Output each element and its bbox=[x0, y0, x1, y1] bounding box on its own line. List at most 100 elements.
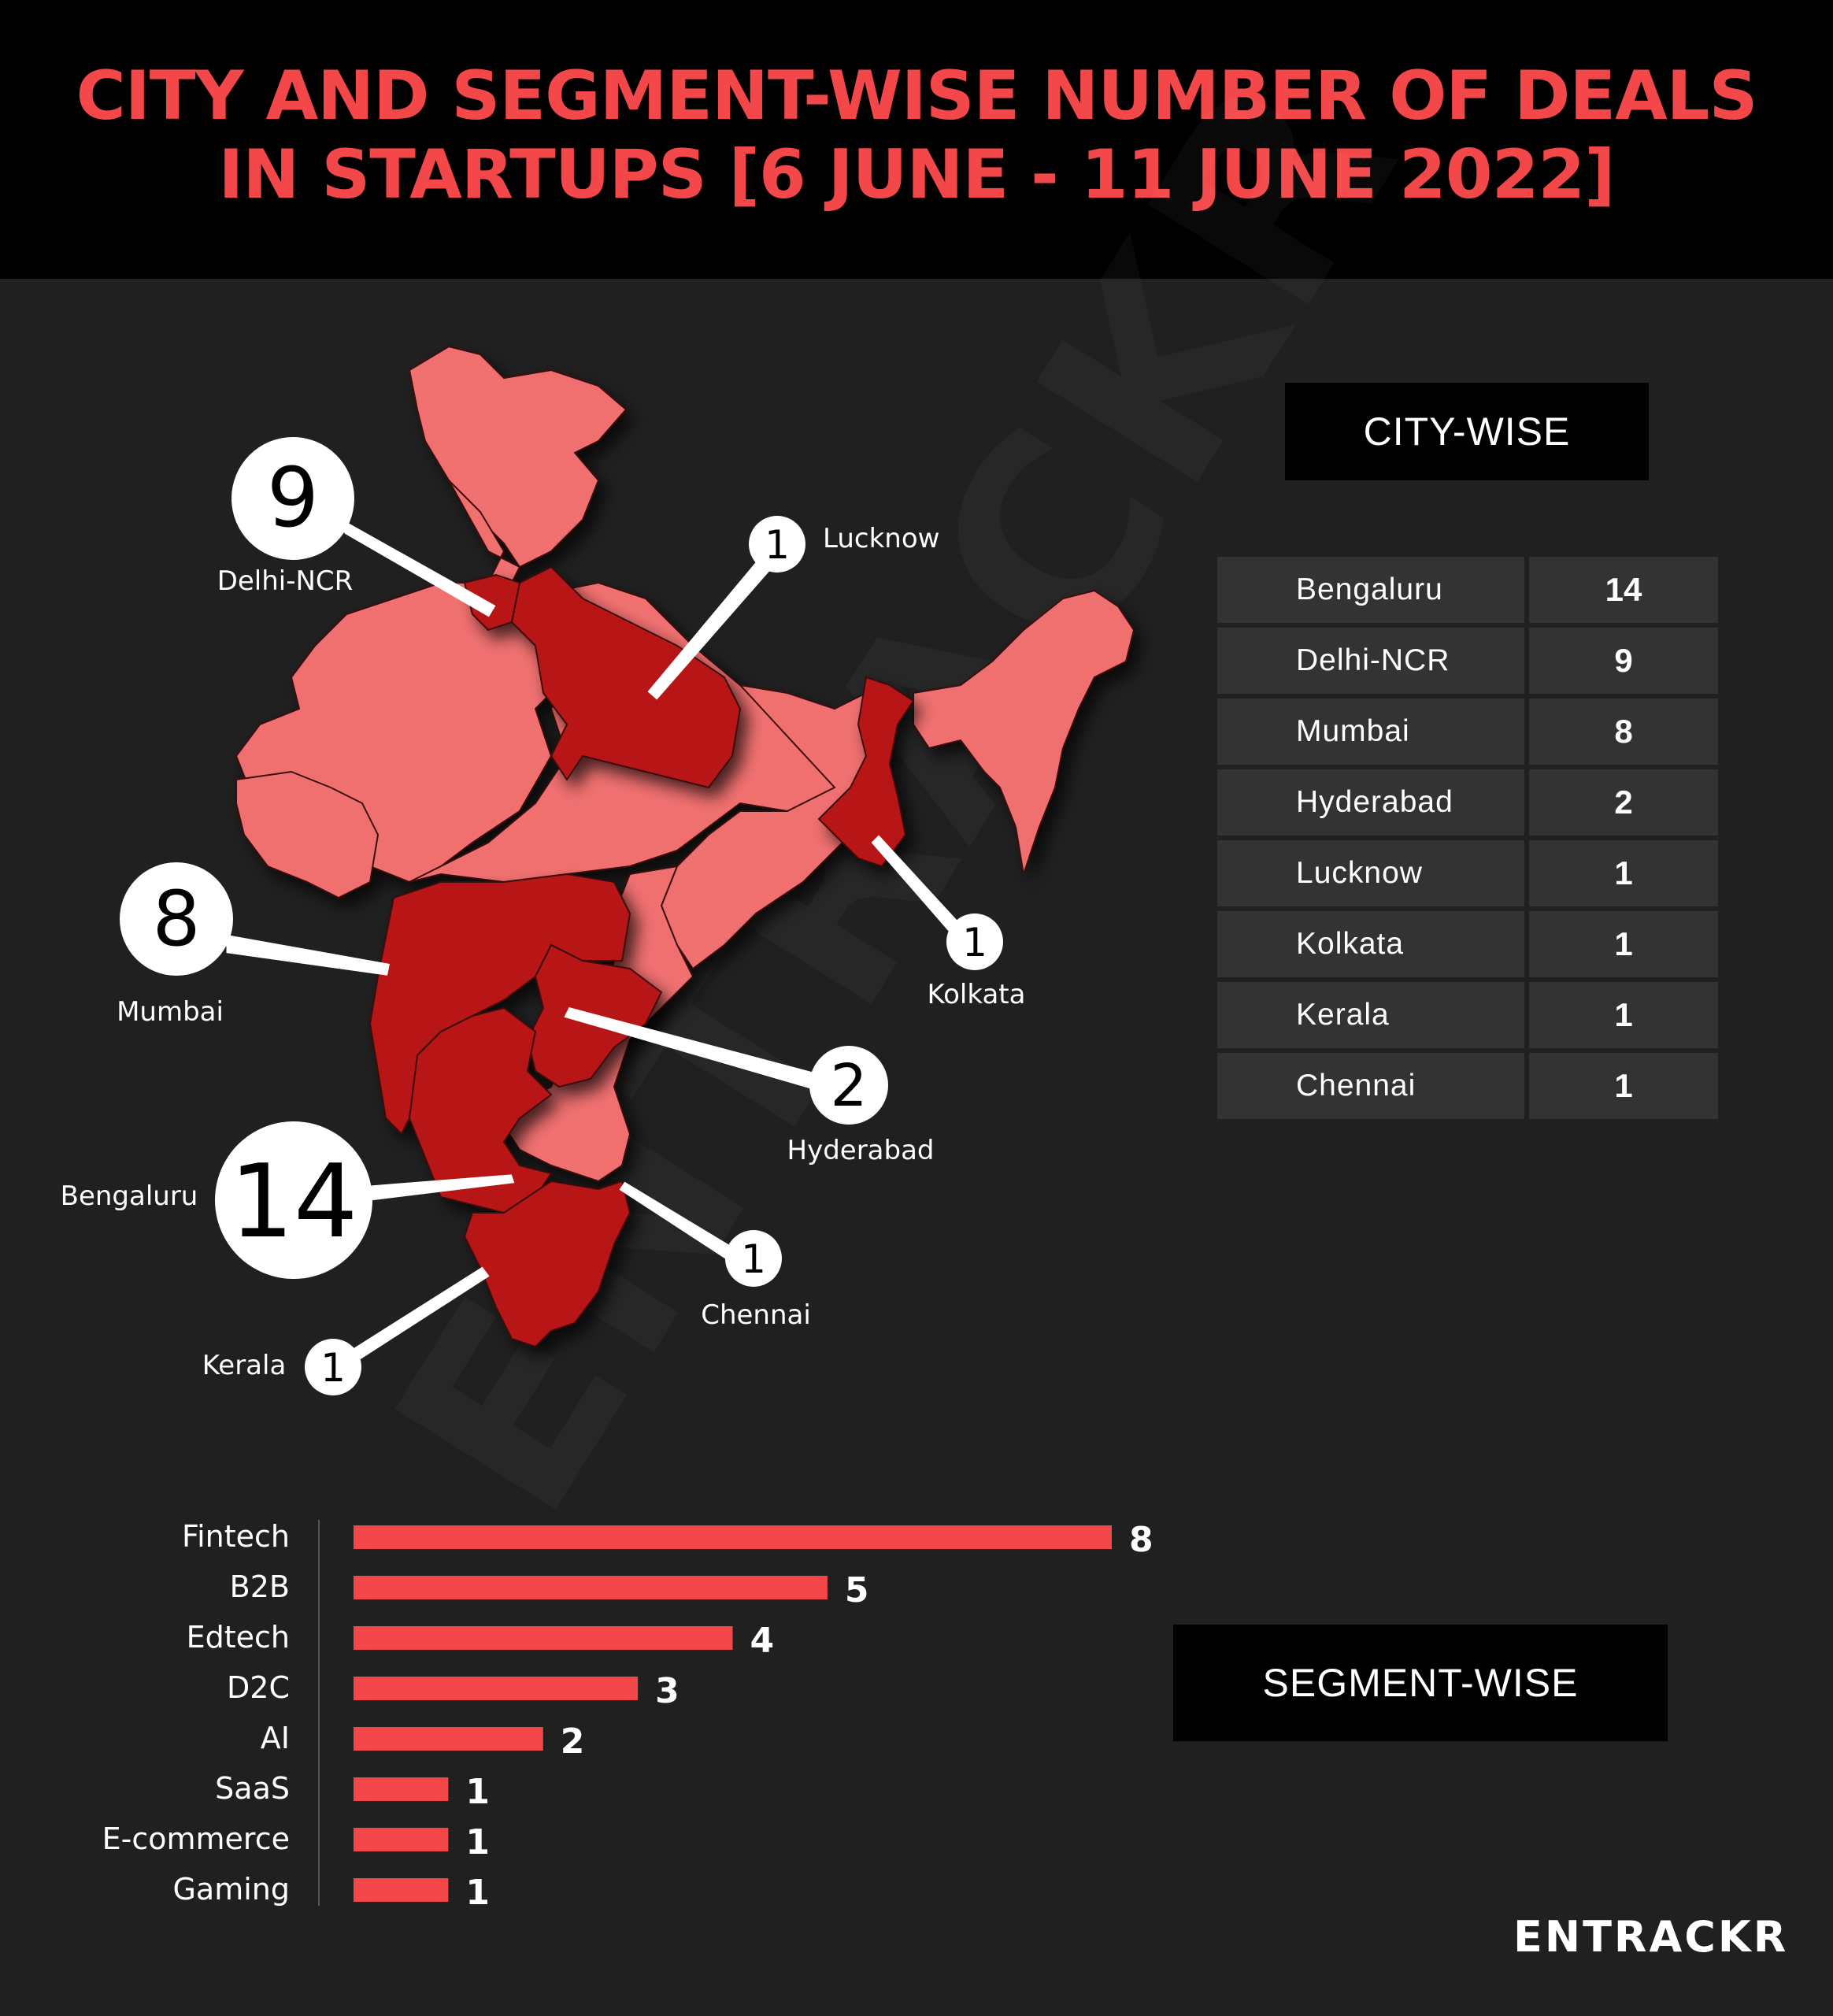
callout-label-hyderabad: Hyderabad bbox=[787, 1135, 935, 1166]
city-row: Bengaluru 14 bbox=[1217, 557, 1721, 623]
segment-category-label: Gaming bbox=[172, 1872, 290, 1907]
segment-bar bbox=[354, 1727, 543, 1751]
callout-bubble-hyderabad bbox=[809, 1046, 888, 1125]
city-deals-value: 2 bbox=[1529, 769, 1718, 836]
city-deals-value: 1 bbox=[1529, 982, 1718, 1048]
city-row: Kerala 1 bbox=[1217, 982, 1721, 1048]
callout-bubble-kolkata bbox=[946, 914, 1003, 970]
segment-bar-chart: Fintech 8 B2B 5 Edtech 4 D2C 3 AI 2 SaaS 1 E-commerc… bbox=[102, 1519, 1153, 1913]
map-region-northeast bbox=[913, 589, 1135, 875]
city-name: Kerala bbox=[1217, 982, 1524, 1048]
segment-value-label: 1 bbox=[465, 1772, 490, 1812]
city-deals-value: 8 bbox=[1529, 699, 1718, 765]
segment-value-label: 4 bbox=[750, 1621, 775, 1661]
callout-lucknow: 1 Lucknow bbox=[749, 516, 939, 573]
page-title: CITY AND SEGMENT-WISE NUMBER OF DEALS IN… bbox=[0, 57, 1833, 214]
callout-value-lucknow: 1 bbox=[765, 522, 790, 568]
callout-label-bengaluru: Bengaluru bbox=[61, 1180, 198, 1212]
segment-category-label: AI bbox=[261, 1721, 290, 1755]
callout-label-kerala: Kerala bbox=[202, 1350, 287, 1381]
callout-mumbai: 8 Mumbai bbox=[117, 862, 233, 1028]
city-row: Kolkata 1 bbox=[1217, 911, 1721, 977]
city-wise-heading: CITY-WISE bbox=[1285, 383, 1649, 480]
callout-value-hyderabad: 2 bbox=[830, 1052, 867, 1120]
city-name: Mumbai bbox=[1217, 699, 1524, 765]
callout-line-kerala bbox=[342, 1266, 490, 1367]
callout-bubble-bengaluru bbox=[215, 1121, 372, 1279]
segment-wise-heading: SEGMENT-WISE bbox=[1173, 1625, 1668, 1741]
segment-bar bbox=[354, 1878, 449, 1902]
callout-bubble-kerala bbox=[305, 1339, 361, 1395]
segment-bar bbox=[354, 1777, 449, 1801]
segment-bar bbox=[354, 1828, 449, 1851]
callout-value-kolkata: 1 bbox=[962, 920, 987, 965]
city-wise-table: Bengaluru 14 Delhi-NCR 9 Mumbai 8 Hyderabad 2 Lu… bbox=[1217, 557, 1721, 1124]
segment-bar bbox=[354, 1576, 828, 1599]
callout-label-lucknow: Lucknow bbox=[823, 523, 939, 554]
callout-kolkata: 1 Kolkata bbox=[928, 914, 1026, 1010]
callout-bubble-lucknow bbox=[749, 516, 805, 573]
callout-value-chennai: 1 bbox=[741, 1236, 766, 1282]
callout-label-kolkata: Kolkata bbox=[928, 979, 1026, 1010]
callout-kerala: 1 Kerala bbox=[202, 1339, 361, 1395]
city-row: Chennai 1 bbox=[1217, 1053, 1721, 1119]
entrackr-logo: ENTRACKR bbox=[1513, 1912, 1789, 1962]
segment-category-label: Fintech bbox=[182, 1519, 290, 1554]
callout-hyderabad: 2 Hyderabad bbox=[787, 1046, 935, 1166]
city-deals-value: 9 bbox=[1529, 628, 1718, 694]
callout-delhi: 9 Delhi-NCR bbox=[217, 437, 354, 597]
callout-bubble-delhi bbox=[231, 437, 354, 560]
segment-value-label: 2 bbox=[561, 1721, 585, 1762]
city-row: Delhi-NCR 9 bbox=[1217, 628, 1721, 694]
title-line-1: CITY AND SEGMENT-WISE NUMBER OF DEALS bbox=[76, 57, 1758, 135]
city-name: Bengaluru bbox=[1217, 557, 1524, 623]
segment-category-label: D2C bbox=[227, 1670, 290, 1705]
segment-value-label: 8 bbox=[1129, 1520, 1153, 1560]
callout-bengaluru: 14 Bengaluru bbox=[61, 1121, 372, 1279]
segment-value-label: 5 bbox=[845, 1570, 869, 1610]
title-bar: CITY AND SEGMENT-WISE NUMBER OF DEALS IN… bbox=[0, 0, 1833, 279]
callout-label-chennai: Chennai bbox=[701, 1299, 811, 1331]
callout-line-chennai bbox=[619, 1181, 735, 1260]
city-name: Delhi-NCR bbox=[1217, 628, 1524, 694]
city-row: Lucknow 1 bbox=[1217, 840, 1721, 906]
map-region-gujarat bbox=[235, 770, 380, 899]
city-deals-value: 1 bbox=[1529, 911, 1718, 977]
callout-value-mumbai: 8 bbox=[152, 875, 200, 963]
title-line-2: IN STARTUPS [6 JUNE - 11 JUNE 2022] bbox=[218, 135, 1615, 214]
segment-category-label: B2B bbox=[230, 1569, 290, 1604]
callout-bubble-mumbai bbox=[120, 862, 233, 976]
city-row: Hyderabad 2 bbox=[1217, 769, 1721, 836]
callout-line-mumbai bbox=[226, 935, 390, 976]
city-deals-value: 1 bbox=[1529, 840, 1718, 906]
callout-chennai: 1 Chennai bbox=[701, 1230, 811, 1331]
india-map: 9 Delhi-NCR 1 Lucknow 8 Mumbai 1 Kolkata… bbox=[61, 345, 1135, 1395]
callout-label-mumbai: Mumbai bbox=[117, 996, 224, 1028]
city-deals-value: 14 bbox=[1529, 557, 1718, 623]
callout-value-bengaluru: 14 bbox=[230, 1143, 358, 1261]
map-region-north bbox=[408, 345, 628, 569]
map-region-tamil-nadu-kerala bbox=[463, 1180, 631, 1348]
segment-bar bbox=[354, 1525, 1112, 1549]
city-name: Chennai bbox=[1217, 1053, 1524, 1119]
callout-bubble-chennai bbox=[725, 1230, 782, 1287]
city-deals-value: 1 bbox=[1529, 1053, 1718, 1119]
segment-category-label: SaaS bbox=[215, 1771, 290, 1806]
city-row: Mumbai 8 bbox=[1217, 699, 1721, 765]
segment-value-label: 1 bbox=[465, 1873, 490, 1913]
city-name: Kolkata bbox=[1217, 911, 1524, 977]
segment-value-label: 3 bbox=[655, 1671, 680, 1711]
segment-category-label: Edtech bbox=[187, 1620, 290, 1655]
segment-bar bbox=[354, 1677, 639, 1700]
map-region-maharashtra bbox=[368, 873, 631, 1136]
segment-category-label: E-commerce bbox=[102, 1821, 290, 1856]
callout-label-delhi: Delhi-NCR bbox=[217, 565, 354, 597]
map-region-uttar-pradesh bbox=[510, 565, 742, 789]
segment-bar bbox=[354, 1626, 733, 1650]
city-name: Hyderabad bbox=[1217, 769, 1524, 836]
city-name: Lucknow bbox=[1217, 840, 1524, 906]
callout-value-delhi: 9 bbox=[267, 450, 319, 546]
segment-value-label: 1 bbox=[465, 1822, 490, 1862]
map-region-west-bengal bbox=[817, 676, 915, 868]
